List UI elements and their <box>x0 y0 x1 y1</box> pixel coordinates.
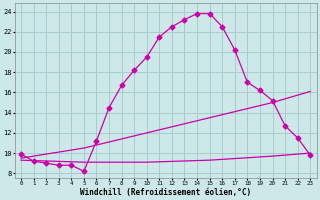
X-axis label: Windchill (Refroidissement éolien,°C): Windchill (Refroidissement éolien,°C) <box>80 188 251 197</box>
